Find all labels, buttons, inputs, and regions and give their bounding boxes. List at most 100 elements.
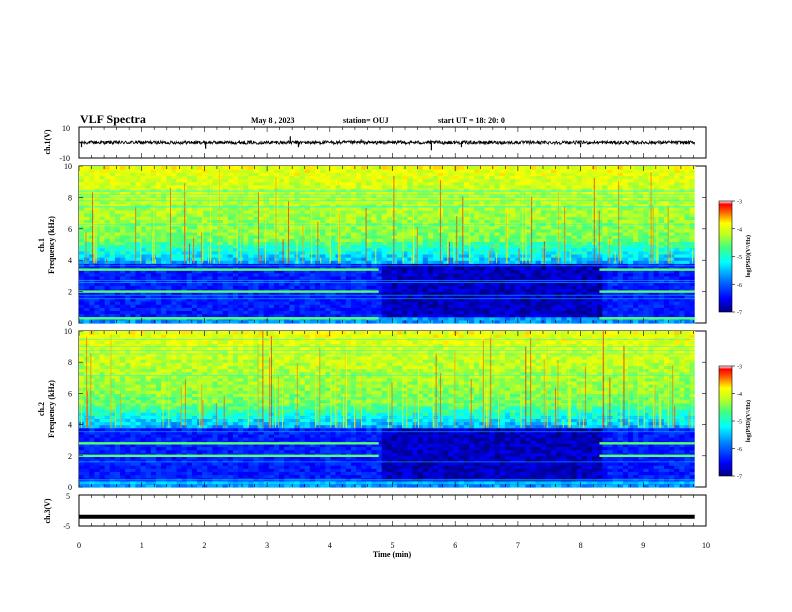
spectrogram-cell	[315, 282, 321, 286]
spectrogram-cell	[366, 279, 373, 283]
spectrogram-cell	[535, 313, 542, 318]
spectrogram-cell	[494, 310, 501, 315]
spectrogram-cell	[186, 285, 193, 290]
spectrogram-cell	[407, 241, 414, 246]
spectrogram-cell	[84, 194, 90, 198]
spectrogram-cell	[248, 181, 255, 186]
spectrogram-cell	[510, 250, 516, 255]
spectrogram-cell	[304, 263, 311, 268]
spectrogram-cell	[114, 269, 121, 274]
ch1-ytick-top: 10	[62, 124, 70, 133]
spectrogram-cell	[402, 241, 408, 246]
spectrogram-cell	[499, 241, 506, 246]
spectrogram-cell	[556, 213, 562, 217]
spectrogram-cell	[232, 282, 239, 286]
spectrogram-cell	[263, 209, 270, 214]
spectrogram-cell	[94, 266, 101, 271]
spectrogram-cell	[504, 285, 511, 290]
spectrogram-cell	[412, 269, 419, 274]
spectrogram-cell	[248, 244, 255, 249]
spectrogram-cell	[366, 250, 373, 255]
spectrogram-cell	[273, 184, 280, 189]
spectrogram-cell	[207, 288, 213, 293]
spectrogram-cell	[186, 288, 193, 293]
spectrogram-cell	[510, 206, 516, 211]
spectrogram-cell	[176, 175, 183, 180]
spectrogram-cell	[191, 301, 198, 305]
spectrogram-cell	[263, 301, 270, 305]
spectrogram-cell	[366, 263, 373, 268]
spectrogram-cell	[345, 166, 352, 170]
spectrogram-cell	[232, 181, 239, 186]
spectrogram-cell	[325, 282, 332, 286]
spectrogram-cell	[253, 244, 260, 249]
spectrogram-cell	[207, 301, 213, 305]
spectrogram-cell	[407, 319, 414, 324]
spectrogram-cell	[155, 209, 162, 214]
spectrogram-cell	[474, 288, 480, 293]
spectrogram-cell	[345, 219, 352, 224]
spectrogram-cell	[289, 191, 296, 195]
spectrogram-cell	[484, 250, 491, 255]
spectrogram-cell	[140, 275, 147, 280]
spectrogram-cell	[243, 175, 249, 180]
spectrogram-cell	[207, 235, 213, 239]
spectrogram-cell	[366, 313, 373, 318]
spectrogram-cell	[243, 216, 249, 220]
spectrogram-cell	[150, 172, 157, 177]
spectrogram-cell	[381, 244, 388, 249]
spectrogram-cell	[397, 301, 403, 305]
spectrogram-cell	[120, 266, 126, 271]
spectrogram-cell	[120, 184, 126, 189]
spectrogram-cell	[171, 213, 178, 217]
spectrogram-cell	[289, 291, 296, 296]
spectrogram-cell	[227, 319, 234, 324]
spectrogram-cell	[171, 319, 178, 324]
spectrogram-cell	[494, 169, 501, 173]
spectrogram-cell	[335, 304, 342, 308]
spectrogram-cell	[453, 200, 460, 205]
spectrogram-cell	[427, 213, 434, 217]
spectrogram-cell	[422, 260, 429, 264]
spectrogram-cell	[181, 269, 188, 274]
spectrogram-cell	[525, 209, 532, 214]
spectrogram-cell	[391, 272, 398, 277]
spectrogram-cell	[433, 216, 439, 220]
spectrogram-cell	[273, 250, 280, 255]
spectrogram-cell	[402, 244, 408, 249]
spectrogram-cell	[212, 307, 219, 312]
spectrogram-cell	[289, 200, 296, 205]
spectrogram-cell	[504, 269, 511, 274]
spectrogram-cell	[84, 203, 90, 208]
spectrogram-cell	[499, 194, 506, 198]
spectrogram-cell	[217, 169, 224, 173]
spectrogram-cell	[551, 304, 557, 308]
spectrogram-cell	[99, 297, 106, 302]
spectrogram-cell	[268, 288, 275, 293]
spectrogram-cell	[135, 241, 142, 246]
spectrogram-cell	[366, 219, 373, 224]
spectrogram-cell	[227, 200, 234, 205]
spectrogram-cell	[515, 275, 521, 280]
spectrogram-cell	[120, 279, 126, 283]
spectrogram-cell	[258, 181, 265, 186]
spectrogram-cell	[315, 184, 321, 189]
spectrogram-cell	[427, 266, 434, 271]
spectrogram-cell	[510, 200, 516, 205]
spectrogram-cell	[463, 235, 470, 239]
spectrogram-cell	[263, 307, 270, 312]
spectrogram-cell	[407, 169, 414, 173]
spectrogram-cell	[556, 291, 562, 296]
spectrogram-cell	[540, 247, 547, 252]
spectrogram-cell	[294, 231, 301, 236]
spectrogram-cell	[155, 175, 162, 180]
spectrogram-cell	[258, 307, 265, 312]
spectrogram-cell	[402, 235, 408, 239]
spectrogram-cell	[197, 184, 203, 189]
spectrogram-cell	[535, 172, 542, 177]
spectrogram-cell	[412, 178, 419, 183]
spectrogram-cell	[340, 247, 347, 252]
spectrogram-cell	[468, 319, 475, 324]
spectrogram-cell	[356, 263, 362, 268]
spectrogram-cell	[227, 285, 234, 290]
